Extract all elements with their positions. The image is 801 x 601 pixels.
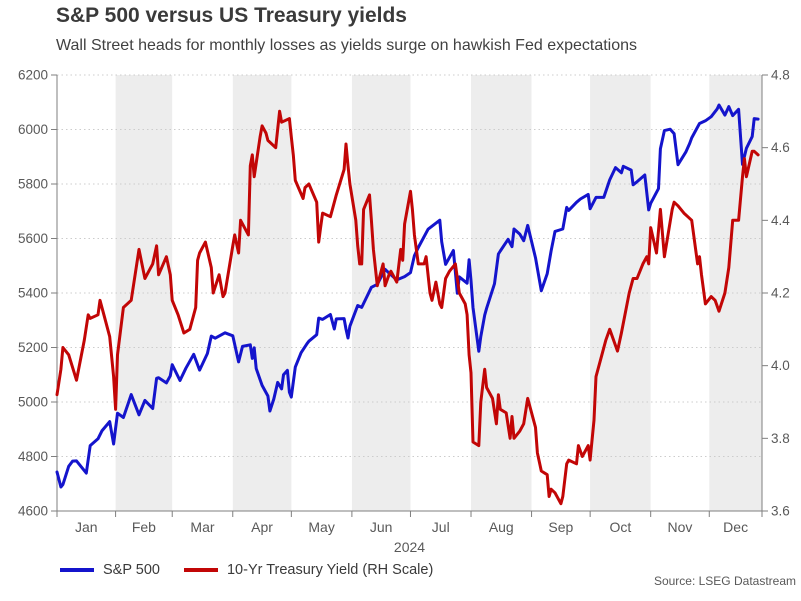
left-axis-tick-label: 5200: [18, 340, 48, 355]
legend-label-sp500: S&P 500: [103, 562, 160, 578]
left-axis-tick-label: 6000: [18, 122, 48, 137]
month-tick-label: Apr: [251, 519, 273, 535]
left-axis-tick-label: 4800: [18, 449, 48, 464]
gridlines: [57, 74, 762, 457]
month-tick-label: Aug: [489, 519, 514, 535]
legend-item-sp500: S&P 500: [60, 562, 160, 578]
month-tick-label: Jan: [75, 519, 98, 535]
chart-title: S&P 500 versus US Treasury yields: [56, 4, 407, 27]
right-axis-tick-label: 4.8: [771, 68, 790, 83]
left-axis-tick-label: 5600: [18, 231, 48, 246]
month-tick-label: Oct: [610, 519, 632, 535]
right-axis-tick-label: 4.4: [771, 213, 790, 228]
axis-tick-labels: 4600 4800 5000 5200 5400 5600 5800 6000 6200 3.6 3…: [18, 68, 790, 556]
month-tick-label: Mar: [190, 519, 214, 535]
source-attribution: Source: LSEG Datastream: [653, 574, 796, 588]
left-axis-tick-label: 5000: [18, 395, 48, 410]
left-axis-tick-label: 5800: [18, 177, 48, 192]
month-tick-label: Nov: [668, 519, 693, 535]
month-tick-label: Jun: [370, 519, 393, 535]
chart-legend: S&P 500 10-Yr Treasury Yield (RH Scale): [60, 562, 433, 578]
left-axis-tick-label: 4600: [18, 504, 48, 519]
month-tick-label: May: [308, 519, 334, 535]
month-tick-label: Jul: [432, 519, 450, 535]
month-tick-label: Feb: [132, 519, 156, 535]
legend-item-treasury-yield: 10-Yr Treasury Yield (RH Scale): [183, 562, 434, 578]
right-axis-tick-label: 4.6: [771, 140, 790, 155]
month-tick-label: Dec: [723, 519, 748, 535]
sp500-line-swatch: [60, 568, 94, 572]
axes: [51, 74, 768, 517]
left-axis-tick-label: 5400: [18, 286, 48, 301]
month-tick-label: Sep: [548, 519, 573, 535]
right-axis-tick-label: 4.2: [771, 286, 790, 301]
treasury-yield-line-swatch: [183, 568, 218, 572]
chart-subtitle: Wall Street heads for monthly losses as …: [56, 37, 638, 54]
year-axis-label: 2024: [394, 539, 425, 555]
treasury-yield-series-line: [55, 109, 760, 506]
left-axis-tick-label: 6200: [18, 68, 48, 83]
right-axis-tick-label: 3.8: [771, 431, 790, 446]
legend-label-treasury-yield: 10-Yr Treasury Yield (RH Scale): [226, 562, 434, 578]
right-axis-tick-label: 4.0: [771, 358, 790, 373]
right-axis-tick-label: 3.6: [771, 504, 790, 519]
